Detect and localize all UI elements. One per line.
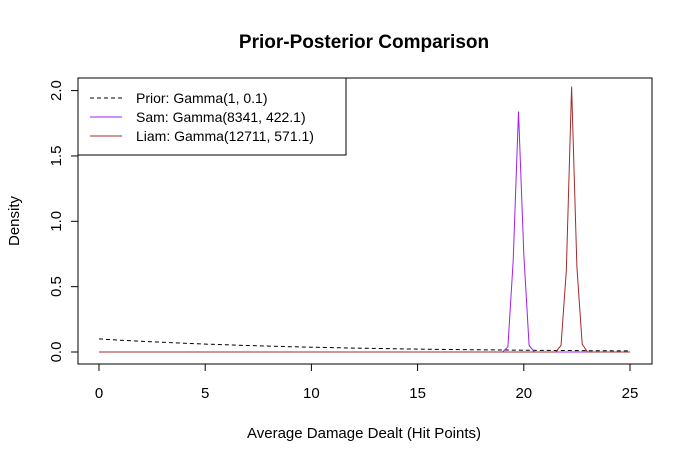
x-tick-label: 15 [409,385,426,402]
x-axis: 0 5 10 15 20 25 [95,363,639,402]
y-tick-label: 1.5 [48,146,65,167]
legend-label-2: Liam: Gamma(12711, 571.1) [136,128,314,144]
x-tick-label: 0 [95,385,103,402]
legend-label-1: Sam: Gamma(8341, 422.1) [136,109,306,125]
series-line-2 [99,86,630,353]
x-axis-label: Average Damage Dealt (Hit Points) [247,425,481,442]
y-tick-label: 1.0 [48,211,65,232]
y-tick-label: 2.0 [48,80,65,101]
series-line-1 [99,111,630,353]
x-tick-label: 5 [201,385,209,402]
x-tick-label: 20 [515,385,532,402]
y-tick-label: 0.0 [48,342,65,363]
x-tick-label: 10 [303,385,320,402]
chart-title: Prior-Posterior Comparison [239,32,489,53]
y-axis-label: Density [6,195,23,246]
y-axis: 0.0 0.5 1.0 1.5 2.0 [48,80,79,363]
y-tick-label: 0.5 [48,276,65,297]
legend-box [77,77,347,156]
series-layer [98,86,631,353]
legend-label-0: Prior: Gamma(1, 0.1) [136,90,267,106]
legend: Prior: Gamma(1, 0.1) Sam: Gamma(8341, 422… [77,77,347,156]
series-line-0 [98,338,631,352]
x-tick-label: 25 [622,385,639,402]
